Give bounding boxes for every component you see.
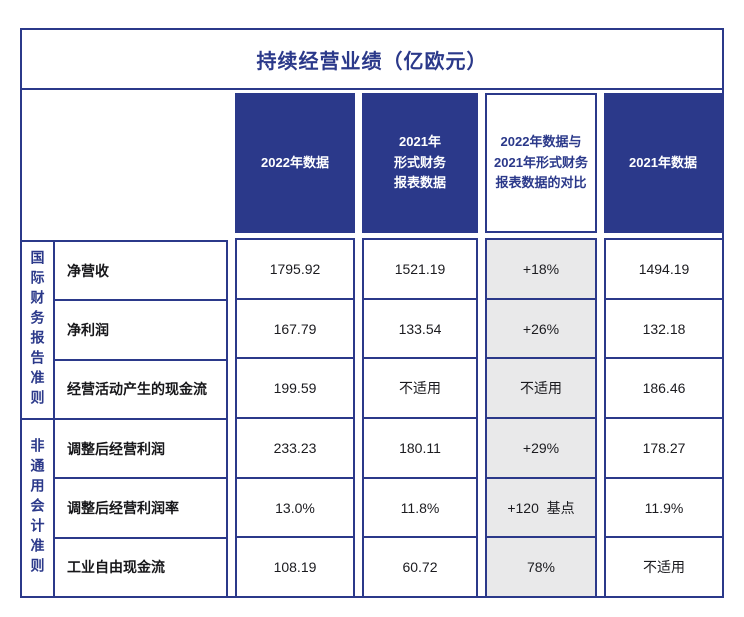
value-cell: 180.11 xyxy=(364,417,476,477)
column-comparison-values: +18% +26% 不适用 +29% +120 基点 78% xyxy=(485,238,597,596)
group-label-ifrs-text: 国际财务报告准则 xyxy=(29,250,46,410)
ifrs-row-labels: 净营收 净利润 经营活动产生的现金流 xyxy=(55,242,226,418)
header-empty-cell xyxy=(22,90,228,235)
header-cell-comparison: 2022年数据与 2021年形式财务 报表数据的对比 xyxy=(485,93,597,233)
column-2022: 2022年数据 1795.92 167.79 199.59 233.23 13.… xyxy=(235,90,355,596)
group-label-non-gaap-text: 非通用会计准则 xyxy=(29,438,46,578)
header-cell-2022: 2022年数据 xyxy=(235,93,355,233)
row-label-adjusted-operating-margin: 调整后经营利润率 xyxy=(55,477,226,536)
row-label-net-income: 净利润 xyxy=(55,299,226,358)
value-cell: 11.9% xyxy=(606,476,722,537)
header-cell-2021-proforma: 2021年 形式财务 报表数据 xyxy=(362,93,478,233)
row-label-panel: 国际财务报告准则 净营收 净利润 经营活动产生的现金流 非通用会计准则 调整后经… xyxy=(22,90,228,596)
value-cell: 178.27 xyxy=(606,417,722,477)
value-cell: +29% xyxy=(487,417,595,477)
value-cell: +18% xyxy=(522,260,560,277)
value-cell: 不适用 xyxy=(606,536,722,596)
column-2022-values: 1795.92 167.79 199.59 233.23 13.0% 108.1… xyxy=(235,238,355,596)
column-comparison: 2022年数据与 2021年形式财务 报表数据的对比 +18% +26% 不适用… xyxy=(485,90,597,596)
row-label-operating-cash-flow: 经营活动产生的现金流 xyxy=(55,358,226,418)
row-label-net-revenue: 净营收 xyxy=(67,262,109,279)
group-label-ifrs: 国际财务报告准则 xyxy=(22,242,55,418)
row-label-adjusted-operating-profit: 调整后经营利润 xyxy=(67,440,165,457)
value-cell: +120 基点 xyxy=(487,476,595,537)
value-cell: 1494.19 xyxy=(638,260,690,277)
value-cell: 60.72 xyxy=(364,536,476,596)
group-ifrs: 国际财务报告准则 净营收 净利润 经营活动产生的现金流 xyxy=(22,242,226,418)
column-2021-proforma-values: 1521.19 133.54 不适用 180.11 11.8% 60.72 xyxy=(362,238,478,596)
table-title: 持续经营业绩（亿欧元） xyxy=(22,30,722,90)
value-cell: 133.54 xyxy=(364,297,476,358)
row-label-grid: 国际财务报告准则 净营收 净利润 经营活动产生的现金流 非通用会计准则 调整后经… xyxy=(22,240,228,596)
value-cell: 233.23 xyxy=(237,417,353,477)
value-cell: 1521.19 xyxy=(394,260,446,277)
value-cell: 132.18 xyxy=(606,297,722,358)
value-cell: 不适用 xyxy=(364,357,476,417)
column-2021: 2021年数据 1494.19 132.18 186.46 178.27 11.… xyxy=(604,90,722,596)
value-cell: 11.8% xyxy=(364,476,476,537)
value-cell: 13.0% xyxy=(237,476,353,537)
column-2021-values: 1494.19 132.18 186.46 178.27 11.9% 不适用 xyxy=(604,238,722,596)
value-cell: 1795.92 xyxy=(269,260,321,277)
value-cell: 不适用 xyxy=(487,357,595,417)
value-cell: 199.59 xyxy=(237,357,353,417)
results-table: 持续经营业绩（亿欧元） 国际财务报告准则 净营收 净利润 经营活动产生的现金流 xyxy=(20,28,724,598)
value-cell: 108.19 xyxy=(237,536,353,596)
value-cell: 186.46 xyxy=(606,357,722,417)
non-gaap-row-labels: 调整后经营利润 调整后经营利润率 工业自由现金流 xyxy=(55,420,226,596)
value-cell: 78% xyxy=(487,536,595,596)
value-cell: +26% xyxy=(487,297,595,358)
column-2021-proforma: 2021年 形式财务 报表数据 1521.19 133.54 不适用 180.1… xyxy=(362,90,478,596)
table-body: 国际财务报告准则 净营收 净利润 经营活动产生的现金流 非通用会计准则 调整后经… xyxy=(22,90,722,596)
value-cell: 167.79 xyxy=(237,297,353,358)
group-label-non-gaap: 非通用会计准则 xyxy=(22,420,55,596)
group-non-gaap: 非通用会计准则 调整后经营利润 调整后经营利润率 工业自由现金流 xyxy=(22,418,226,596)
header-cell-2021: 2021年数据 xyxy=(604,93,722,233)
row-label-industrial-free-cash-flow: 工业自由现金流 xyxy=(55,536,226,596)
